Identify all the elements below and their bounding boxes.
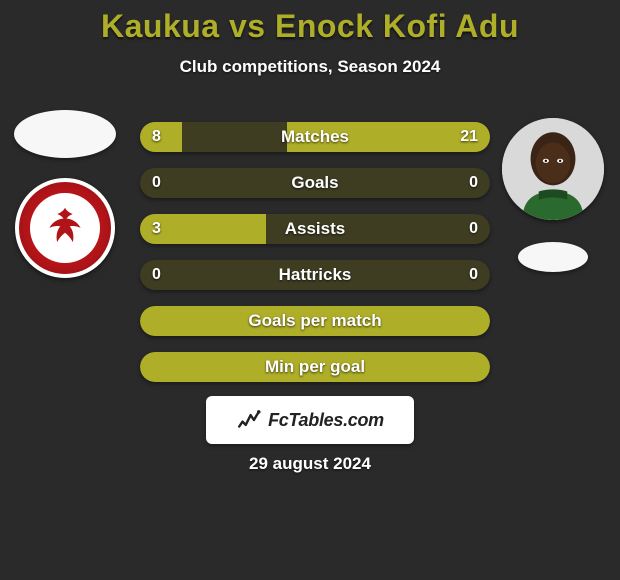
comparison-card: Kaukua vs Enock Kofi Adu Club competitio…	[0, 0, 620, 580]
bar-fill-left	[140, 214, 266, 244]
player-right-column	[498, 118, 608, 272]
player-right-photo	[502, 118, 604, 220]
fctables-logo-icon	[236, 407, 262, 433]
source-logo-text: FcTables.com	[268, 410, 384, 431]
player-left-photo-placeholder	[14, 110, 116, 158]
bar-fill-left	[140, 122, 182, 152]
bar-min-per-goal: Min per goal	[140, 352, 490, 382]
bar-matches: 8 Matches 21	[140, 122, 490, 152]
comparison-bars: 8 Matches 21 0 Goals 0 3 Assists 0 0 Hat…	[140, 122, 490, 398]
source-logo-banner: FcTables.com	[206, 396, 414, 444]
date-label: 29 august 2024	[0, 454, 620, 474]
bar-goals: 0 Goals 0	[140, 168, 490, 198]
bar-full	[140, 352, 490, 382]
player-left-club-badge	[15, 178, 115, 278]
page-title: Kaukua vs Enock Kofi Adu	[0, 8, 620, 45]
bar-fill-right	[287, 122, 490, 152]
eagle-icon	[40, 203, 90, 253]
bar-assists: 3 Assists 0	[140, 214, 490, 244]
person-icon	[502, 118, 604, 220]
bar-track	[140, 214, 490, 244]
bar-hattricks: 0 Hattricks 0	[140, 260, 490, 290]
club-badge-inner	[30, 193, 100, 263]
bar-goals-per-match: Goals per match	[140, 306, 490, 336]
player-left-column	[10, 110, 120, 278]
player-right-club-placeholder	[518, 242, 588, 272]
bar-track	[140, 168, 490, 198]
bar-track	[140, 260, 490, 290]
bar-full	[140, 306, 490, 336]
bar-track	[140, 122, 490, 152]
page-subtitle: Club competitions, Season 2024	[0, 57, 620, 77]
